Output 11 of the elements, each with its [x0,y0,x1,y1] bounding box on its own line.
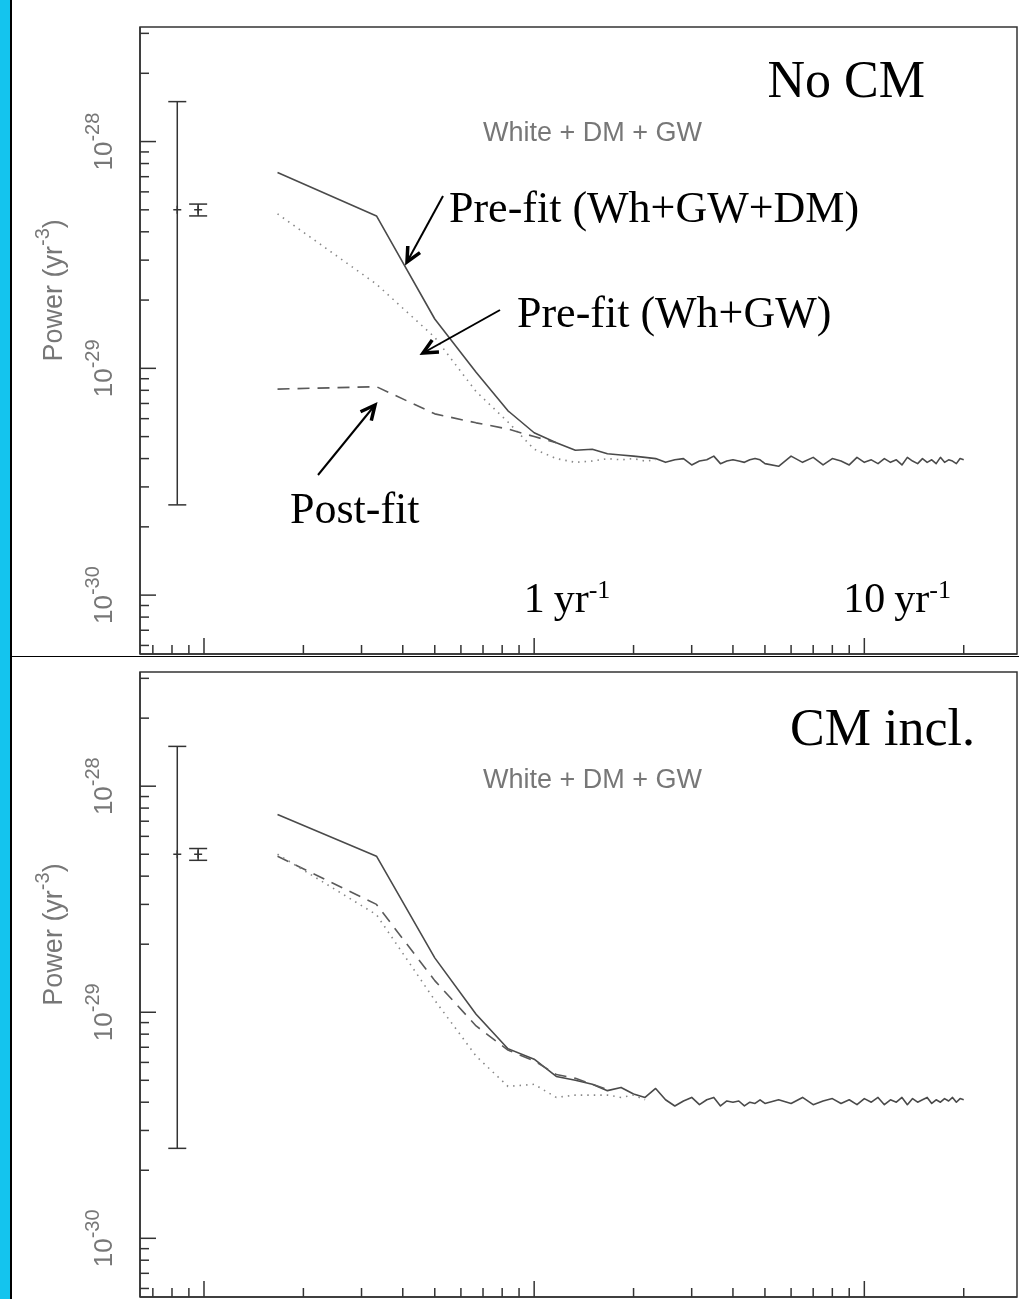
text: yr$^{-1}$ [894,574,951,621]
text: White + DM + GW [483,764,703,794]
series-label: Pre-fit (Wh+GW) [517,288,832,337]
x-tick-label: 1 [523,575,545,621]
text: No CM [767,51,925,108]
text: White + DM + GW [483,117,703,147]
series-label: Post-fit [290,484,420,533]
x-axis-title: yr$^{-1}$ [553,574,611,621]
series-label: Pre-fit (Wh+GW+DM) [449,183,860,232]
text: CM incl. [790,699,975,756]
x-tick-label: 10 [843,575,886,621]
